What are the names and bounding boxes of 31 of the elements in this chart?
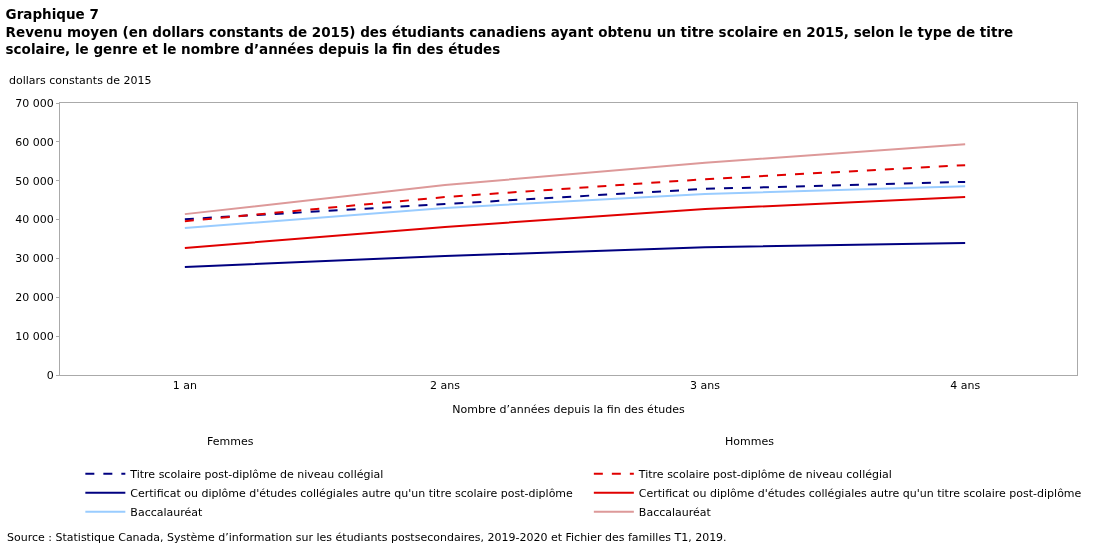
y-tick-label: 50 000 bbox=[15, 174, 54, 188]
legend-label: Certificat ou diplôme d'études collégiales autre qu'un titre scolaire post-diplôme bbox=[638, 487, 1082, 501]
legend-label: Titre scolaire post-diplôme de niveau collégial bbox=[637, 468, 892, 482]
line-series bbox=[183, 164, 967, 223]
y-axis-title: dollars constants de 2015 bbox=[9, 74, 152, 87]
line-series bbox=[183, 196, 967, 249]
line-series bbox=[183, 241, 967, 268]
chart-subtitle: Revenu moyen (en dollars constants de 2015) des étudiants canadiens ayant obtenu un titre scolaire en 2015, selon le type de titre scolaire, le genre et le nombre d’années depuis la fin des études bbox=[5, 23, 1014, 58]
y-tick-label: 60 000 bbox=[15, 135, 54, 149]
line-series bbox=[183, 185, 967, 230]
x-tick-label: 3 ans bbox=[690, 379, 721, 393]
y-tick-label: 10 000 bbox=[15, 329, 54, 343]
source-note: Source : Statistique Canada, Système d’information sur les étudiants postsecondaires, 2019-2020 et Fichier des familles T1, 2019. bbox=[7, 531, 727, 544]
text: Hommes bbox=[725, 435, 775, 448]
y-tick-label: 0 bbox=[46, 368, 54, 382]
line-series bbox=[183, 143, 967, 216]
x-tick-label: 1 an bbox=[172, 379, 197, 393]
legend-label: Baccalauréat bbox=[638, 506, 712, 520]
legend-label: Titre scolaire post-diplôme de niveau collégial bbox=[129, 468, 384, 482]
x-axis-title: Nombre d’années depuis la fin des études bbox=[452, 403, 685, 417]
text: Femmes bbox=[207, 435, 254, 448]
legend-label: Baccalauréat bbox=[130, 506, 204, 520]
legend-label: Certificat ou diplôme d'études collégiales autre qu'un titre scolaire post-diplôme bbox=[130, 487, 574, 501]
line-series bbox=[183, 180, 967, 221]
y-tick-label: 40 000 bbox=[15, 213, 54, 227]
y-tick-label: 70 000 bbox=[15, 96, 54, 110]
chart-title: Graphique 7 bbox=[5, 6, 99, 23]
y-tick-label: 30 000 bbox=[15, 252, 54, 266]
x-tick-label: 2 ans bbox=[429, 379, 461, 393]
x-tick-label: 4 ans bbox=[950, 379, 981, 393]
y-tick-label: 20 000 bbox=[15, 291, 54, 305]
